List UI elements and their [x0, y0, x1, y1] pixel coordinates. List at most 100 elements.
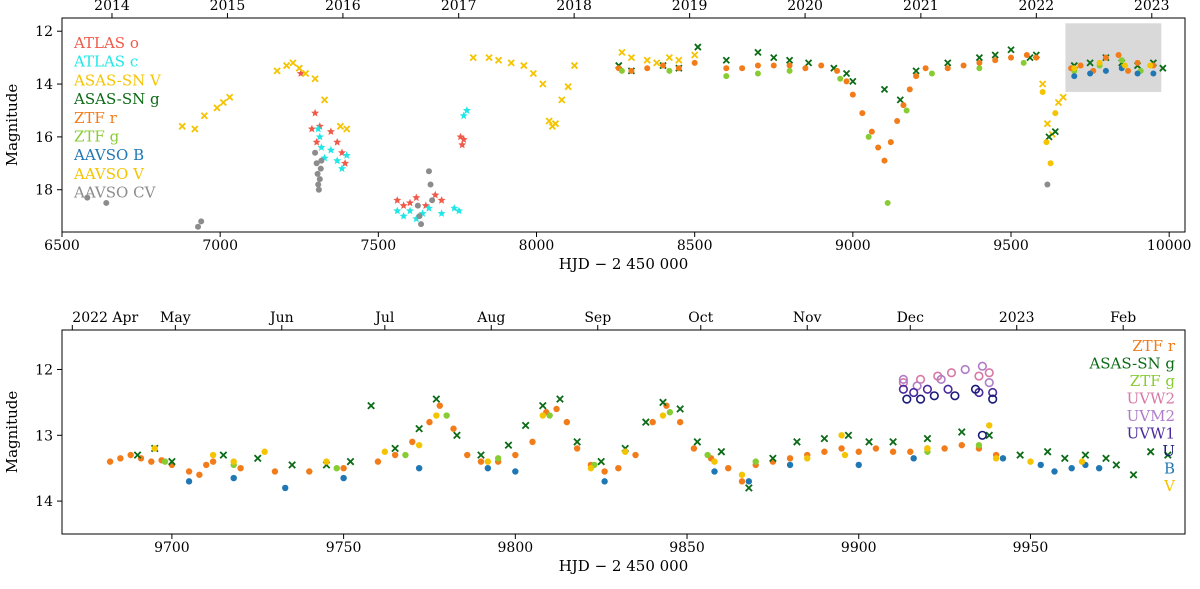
data-point — [802, 65, 809, 72]
data-point — [425, 204, 433, 212]
data-point — [653, 59, 661, 67]
data-point — [691, 51, 699, 59]
series-atlas-c — [314, 106, 471, 223]
data-point — [704, 451, 711, 459]
data-point — [450, 425, 457, 432]
data-point — [1118, 57, 1125, 64]
data-point — [960, 364, 970, 375]
data-point — [538, 401, 547, 410]
data-point — [1115, 51, 1122, 58]
data-point — [253, 454, 262, 463]
data-point — [912, 67, 920, 75]
x-tick-label: 6500 — [44, 238, 80, 254]
x-tick-label: 8500 — [677, 238, 713, 254]
data-point — [342, 151, 351, 159]
data-point — [649, 418, 656, 426]
data-point — [573, 438, 581, 446]
legend-entry: AAVSO B — [73, 146, 144, 164]
plot-frame — [61, 17, 1186, 233]
data-point — [161, 458, 169, 465]
data-point — [929, 391, 939, 401]
data-point — [1081, 451, 1090, 459]
data-point — [855, 461, 862, 469]
data-point — [843, 78, 850, 85]
data-point — [943, 384, 953, 394]
data-point — [988, 387, 998, 398]
data-point — [512, 468, 519, 475]
data-point — [752, 458, 759, 465]
data-point — [459, 111, 468, 120]
data-point — [597, 457, 606, 466]
data-point — [437, 209, 446, 217]
series-ztf-r — [615, 51, 1157, 164]
data-point — [318, 157, 325, 164]
data-point — [103, 199, 110, 206]
data-point — [307, 124, 316, 133]
data-point — [301, 69, 310, 78]
data-point — [315, 132, 324, 141]
data-point — [494, 56, 503, 64]
data-point — [988, 394, 998, 404]
data-point — [437, 196, 446, 204]
data-point — [974, 371, 984, 381]
data-point — [306, 468, 313, 475]
series-uvm2 — [898, 361, 994, 391]
data-point — [1086, 59, 1094, 67]
data-point — [841, 451, 849, 459]
data-point — [941, 445, 948, 452]
top-tick-label: 2019 — [672, 0, 708, 14]
data-point — [1087, 70, 1094, 77]
y-tick-label: 14 — [35, 494, 53, 510]
data-point — [391, 444, 399, 453]
data-point — [341, 159, 350, 167]
legend-entry: ASAS-SN g — [1088, 355, 1175, 373]
data-point — [520, 61, 528, 70]
data-point — [271, 468, 279, 475]
data-point — [957, 428, 966, 436]
data-point — [458, 140, 467, 149]
data-point — [191, 125, 199, 133]
data-point — [717, 447, 726, 456]
data-point — [754, 70, 761, 77]
data-point — [507, 59, 515, 67]
data-point — [1039, 88, 1046, 95]
data-point — [426, 418, 433, 426]
data-point — [903, 107, 910, 114]
data-point — [529, 69, 537, 78]
data-point — [151, 445, 158, 452]
data-point — [1043, 120, 1052, 128]
data-point — [666, 67, 673, 74]
data-point — [786, 67, 793, 74]
top-tick-label: Aug — [476, 310, 505, 326]
data-point — [1037, 461, 1044, 469]
data-point — [399, 201, 408, 209]
data-point — [1023, 51, 1030, 58]
data-point — [923, 434, 932, 443]
data-point — [922, 384, 933, 394]
data-point — [691, 59, 698, 66]
data-point — [1007, 46, 1015, 54]
data-point — [909, 387, 919, 398]
data-point — [209, 451, 217, 459]
data-point — [374, 458, 382, 465]
data-point — [1134, 70, 1141, 77]
data-point — [450, 204, 459, 212]
data-point — [1102, 454, 1110, 463]
data-point — [1033, 54, 1040, 61]
data-point — [1045, 133, 1053, 141]
data-point — [977, 361, 987, 371]
data-point — [539, 412, 546, 419]
data-point — [563, 418, 571, 426]
data-point — [315, 186, 322, 193]
data-point — [399, 211, 408, 220]
data-point — [902, 394, 912, 404]
data-point — [381, 448, 389, 455]
data-point — [209, 458, 217, 465]
top-tick-label: Jun — [268, 310, 294, 326]
data-point — [898, 384, 908, 394]
data-point — [117, 455, 124, 462]
data-point — [1047, 160, 1054, 167]
data-point — [786, 461, 794, 469]
data-point — [960, 62, 967, 69]
